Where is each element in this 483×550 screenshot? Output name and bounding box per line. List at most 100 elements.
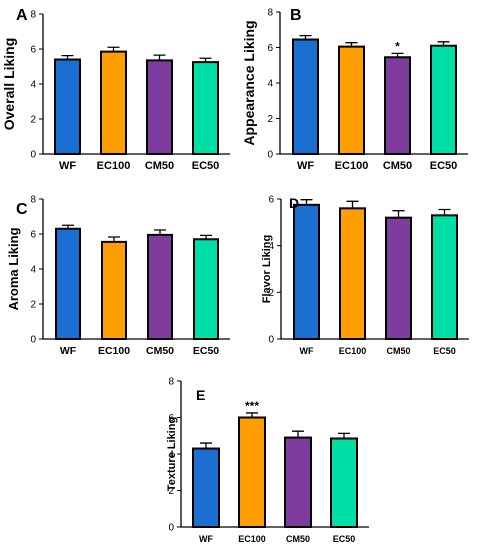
bar-ec50 [330, 437, 358, 528]
y-tick-label: 0 [268, 335, 274, 346]
x-tick-label: EC50 [430, 160, 458, 172]
y-tick-label: 0 [30, 150, 36, 161]
panel-d: 0 2 4 6 WF EC100 CM50 EC50 Flavor Liking D [261, 195, 469, 356]
x-tick-label: CM50 [386, 346, 410, 356]
error-bar [62, 224, 74, 229]
bar-ec100 [339, 207, 366, 340]
error-bar [437, 41, 450, 46]
x-tick-label: EC100 [335, 160, 369, 172]
y-tick-label: 4 [267, 79, 273, 90]
bar-cm50 [284, 436, 312, 529]
y-tick-label: 2 [267, 114, 273, 125]
error-bar [200, 234, 212, 240]
error-bar [438, 208, 451, 216]
y-tick-label: 0 [267, 150, 273, 161]
x-tick-label: EC50 [193, 345, 219, 357]
bar-ec50 [192, 61, 219, 155]
panel-b: * 0 2 4 6 8 WF EC100 CM50 EC50 Appearance Liking B [241, 7, 468, 172]
y-tick-label: 6 [268, 195, 274, 206]
y-tick-label: 6 [30, 45, 36, 56]
bar-ec50 [431, 214, 458, 340]
error-bar [292, 430, 304, 438]
x-tick-label: CM50 [146, 345, 174, 357]
bar-ec100 [338, 45, 365, 155]
y-tick-label: 8 [267, 8, 273, 19]
error-bar [300, 199, 313, 205]
bar-wf [54, 58, 81, 155]
panel-letter: A [16, 7, 28, 24]
x-tick-label: EC100 [238, 534, 266, 544]
panel-c: 0 2 4 6 8 WF EC100 CM50 EC50 Aroma Liking C [6, 195, 230, 357]
x-tick-label: WF [59, 160, 76, 172]
y-tick-label: 4 [30, 80, 36, 91]
y-tick-label: 2 [268, 288, 274, 299]
bar-wf [192, 447, 220, 528]
bar-cm50 [384, 56, 411, 156]
y-axis-label: Flavor Liking [261, 235, 273, 303]
y-axis-label: Appearance Liking [241, 20, 257, 145]
y-axis-label: Aroma Liking [6, 227, 21, 310]
x-tick-label: EC50 [433, 346, 456, 356]
error-bar [107, 46, 120, 52]
y-tick-label: 2 [168, 486, 174, 497]
y-tick-label: 6 [267, 43, 273, 54]
y-tick-label: 8 [168, 377, 174, 388]
error-bar [345, 42, 358, 47]
bar-wf [293, 203, 320, 340]
bar-cm50 [147, 233, 173, 340]
x-tick-label: CM50 [145, 160, 174, 172]
y-tick-label: 6 [30, 230, 36, 241]
error-bar [391, 52, 404, 58]
y-axis-label: Overall Liking [1, 38, 17, 131]
panel-letter: D [289, 195, 299, 211]
error-bar [61, 55, 74, 60]
significance-label: * [395, 39, 400, 53]
error-bar [246, 412, 258, 418]
y-tick-label: 8 [30, 10, 36, 21]
y-tick-label: 6 [168, 413, 174, 424]
y-tick-label: 2 [30, 300, 36, 311]
x-tick-label: WF [199, 534, 213, 544]
panel-letter: C [16, 201, 28, 218]
panel-e: *** 0 2 4 6 8 WF EC100 CM50 EC50 Texture Liking E [166, 377, 369, 544]
x-tick-label: WF [60, 345, 77, 357]
x-tick-label: EC100 [98, 345, 130, 357]
x-tick-label: EC100 [339, 346, 367, 356]
x-tick-label: CM50 [383, 160, 412, 172]
error-bar [153, 54, 166, 61]
y-tick-label: 4 [268, 241, 274, 252]
bar-ec100 [101, 240, 127, 340]
error-bar [392, 210, 405, 218]
bar-wf [292, 38, 319, 156]
bar-ec50 [193, 238, 219, 340]
y-axis-label: Texture Liking [166, 417, 178, 491]
error-bar [338, 432, 350, 439]
y-tick-label: 4 [30, 265, 36, 276]
x-tick-label: CM50 [286, 534, 310, 544]
x-tick-label: EC50 [333, 534, 356, 544]
y-tick-label: 4 [168, 450, 174, 461]
x-tick-label: WF [300, 346, 314, 356]
error-bar [200, 442, 212, 449]
error-bar [108, 236, 120, 242]
y-tick-label: 8 [30, 195, 36, 206]
panel-letter: E [196, 387, 205, 403]
error-bar [346, 200, 359, 209]
x-tick-label: WF [297, 160, 314, 172]
panel-a: 0 2 4 6 8 WF EC100 CM50 EC50 Overall Liking A [1, 7, 230, 172]
y-tick-label: 0 [30, 335, 36, 346]
bar-wf [55, 227, 81, 340]
bar-cm50 [385, 216, 412, 341]
x-tick-label: EC50 [192, 160, 220, 172]
error-bar [199, 57, 212, 63]
y-tick-label: 0 [168, 523, 174, 534]
bar-ec100 [238, 416, 266, 528]
significance-label: *** [245, 399, 259, 413]
error-bar [154, 229, 166, 235]
bar-ec100 [100, 50, 127, 155]
bar-cm50 [146, 59, 173, 155]
y-tick-label: 2 [30, 115, 36, 126]
panel-letter: B [290, 7, 302, 24]
bar-ec50 [430, 44, 457, 155]
